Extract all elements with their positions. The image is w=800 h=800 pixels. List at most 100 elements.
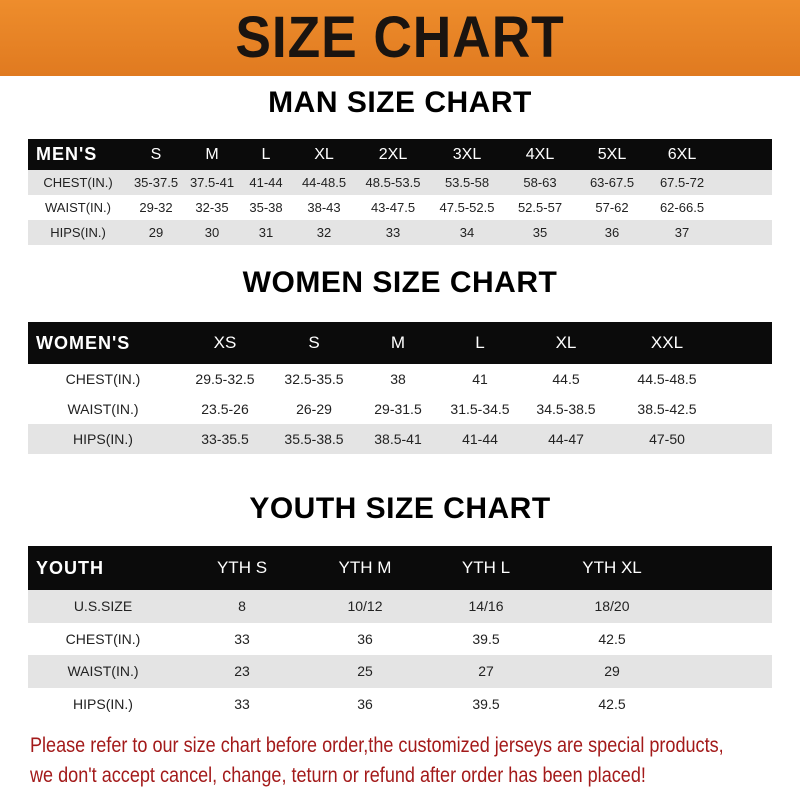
measurement-value: 39.5 <box>472 630 500 647</box>
measurement-value: 32 <box>316 225 332 240</box>
size-column-header: 3XL <box>452 145 482 163</box>
measurement-value: 31 <box>258 225 274 240</box>
measurement-value: 36 <box>604 225 620 240</box>
measurement-value: 14/16 <box>468 598 504 615</box>
table-row: HIPS(IN.) 33-35.5 35.5-38.5 38.5-41 41-44 44-… <box>28 424 772 454</box>
measurement-value: 25 <box>357 663 373 680</box>
size-column-header: XS <box>213 333 237 352</box>
measurement-value: 33-35.5 <box>201 431 249 447</box>
size-column-header: S <box>308 333 320 352</box>
measurement-value: 33 <box>385 225 401 240</box>
measurement-value: 37 <box>674 225 690 240</box>
measurement-value: 39.5 <box>472 695 500 712</box>
size-column-header: XL <box>555 333 577 352</box>
measurement-label: WAIST(IN.) <box>67 401 139 417</box>
measurement-value: 35-38 <box>249 200 283 215</box>
measurement-value: 58-63 <box>523 175 557 190</box>
measurement-label: WAIST(IN.) <box>45 200 111 215</box>
size-column-header: XL <box>314 145 334 163</box>
measurement-value: 62-66.5 <box>659 200 705 215</box>
measurement-value: 18/20 <box>594 598 630 615</box>
size-column-header: YTH S <box>216 558 268 577</box>
measurement-value: 44-48.5 <box>301 175 347 190</box>
measurement-value: 34 <box>459 225 475 240</box>
measurement-value: 44-47 <box>548 431 584 447</box>
table-row: CHEST(IN.) 33 36 39.5 42.5 <box>28 622 772 655</box>
measurement-value: 38.5-42.5 <box>637 401 697 417</box>
measurement-value: 67.5-72 <box>659 175 705 190</box>
measurement-value: 47-50 <box>649 431 685 447</box>
notice-line-2: we don't accept cancel, change, teturn o… <box>30 764 646 787</box>
women-size-table: WOMEN'S XS S M L XL XXL CHEST(IN.) 29.5-32.5 32.5… <box>28 322 772 454</box>
table-row: WAIST(IN.) 23.5-26 26-29 29-31.5 31.5-34.5 34… <box>28 394 772 424</box>
measurement-label: CHEST(IN.) <box>65 630 141 647</box>
measurement-value: 29-32 <box>139 200 173 215</box>
table-category-label: MEN'S <box>36 144 98 164</box>
measurement-label: HIPS(IN.) <box>50 225 106 240</box>
measurement-value: 52.5-57 <box>517 200 563 215</box>
measurement-label: CHEST(IN.) <box>65 371 141 387</box>
measurement-value: 29 <box>604 663 620 680</box>
table-category-label: WOMEN'S <box>36 332 131 353</box>
size-column-header: 5XL <box>597 145 627 163</box>
measurement-value: 30 <box>204 225 220 240</box>
measurement-label: HIPS(IN.) <box>73 431 133 447</box>
measurement-value: 48.5-53.5 <box>365 175 421 190</box>
table-category-label: YOUTH <box>36 557 104 578</box>
size-chart-banner: SIZE CHART <box>0 0 800 76</box>
women-section-title: WOMEN SIZE CHART <box>242 266 558 299</box>
table-row: HIPS(IN.) 29 30 31 32 33 34 35 36 37 <box>28 220 772 245</box>
measurement-value: 29 <box>148 225 164 240</box>
measurement-value: 29-31.5 <box>374 401 422 417</box>
measurement-value: 53.5-58 <box>444 175 490 190</box>
measurement-value: 23.5-26 <box>201 401 249 417</box>
size-column-header: L <box>261 145 271 163</box>
size-column-header: YTH XL <box>582 558 642 577</box>
measurement-label: CHEST(IN.) <box>43 175 113 190</box>
size-column-header: L <box>475 333 485 352</box>
measurement-value: 47.5-52.5 <box>439 200 495 215</box>
size-column-header: M <box>390 333 406 352</box>
measurement-value: 33 <box>234 695 250 712</box>
measurement-label: HIPS(IN.) <box>73 695 133 712</box>
measurement-value: 26-29 <box>296 401 332 417</box>
youth-section-title: YOUTH SIZE CHART <box>249 492 551 525</box>
measurement-value: 32-35 <box>195 200 229 215</box>
measurement-value: 37.5-41 <box>189 175 235 190</box>
measurement-value: 41 <box>472 371 488 387</box>
size-column-header: YTH L <box>461 558 511 577</box>
measurement-value: 44.5 <box>552 371 580 387</box>
measurement-value: 38 <box>390 371 406 387</box>
table-header-row: WOMEN'S XS S M L XL XXL <box>28 322 772 364</box>
size-column-header: YTH M <box>338 558 392 577</box>
measurement-value: 31.5-34.5 <box>450 401 510 417</box>
measurement-value: 8 <box>238 598 246 615</box>
measurement-value: 10/12 <box>347 598 383 615</box>
youth-size-table: YOUTH YTH S YTH M YTH L YTH XL U.S.SIZE 8 10/12… <box>28 546 772 720</box>
men-size-table: MEN'S S M L XL 2XL 3XL 4XL 5XL 6XL CHEST(IN.) 35-37… <box>28 139 772 245</box>
measurement-value: 63-67.5 <box>589 175 635 190</box>
banner-title: SIZE CHART <box>235 5 565 70</box>
table-row: WAIST(IN.) 29-32 32-35 35-38 38-43 43-47.5 47.… <box>28 195 772 220</box>
measurement-value: 41-44 <box>249 175 283 190</box>
measurement-value: 27 <box>478 663 494 680</box>
table-row: U.S.SIZE 8 10/12 14/16 18/20 <box>28 590 772 623</box>
measurement-value: 33 <box>234 630 250 647</box>
measurement-value: 38.5-41 <box>374 431 422 447</box>
size-column-header: 4XL <box>525 145 555 163</box>
measurement-value: 57-62 <box>595 200 629 215</box>
table-row: HIPS(IN.) 33 36 39.5 42.5 <box>28 687 772 720</box>
table-row: CHEST(IN.) 35-37.5 37.5-41 41-44 44-48.5 48.5… <box>28 170 772 195</box>
measurement-value: 42.5 <box>598 630 626 647</box>
size-column-header: M <box>205 145 219 163</box>
notice-line-1: Please refer to our size chart before or… <box>30 734 724 757</box>
measurement-value: 42.5 <box>598 695 626 712</box>
measurement-value: 38-43 <box>307 200 341 215</box>
table-header-row: YOUTH YTH S YTH M YTH L YTH XL <box>28 546 772 590</box>
measurement-label: U.S.SIZE <box>73 598 133 615</box>
measurement-value: 32.5-35.5 <box>284 371 344 387</box>
measurement-value: 35.5-38.5 <box>284 431 344 447</box>
measurement-label: WAIST(IN.) <box>67 663 139 680</box>
table-row: WAIST(IN.) 23 25 27 29 <box>28 655 772 688</box>
measurement-value: 34.5-38.5 <box>536 401 596 417</box>
